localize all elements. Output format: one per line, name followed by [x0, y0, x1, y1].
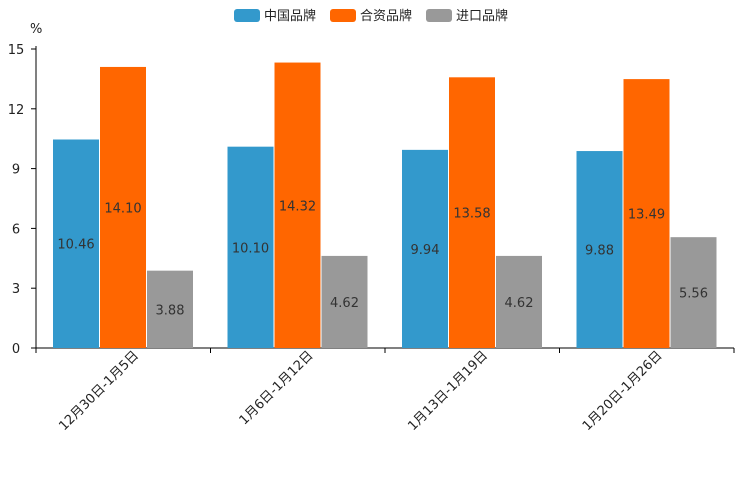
x-category-label: 12月30日-1月5日 [56, 348, 142, 434]
bar-value-label: 10.46 [57, 238, 94, 253]
bar-value-label: 14.32 [279, 199, 316, 214]
y-tick-label: 3 [12, 282, 20, 297]
y-tick-label: 0 [12, 342, 20, 357]
y-axis-label: % [30, 22, 42, 37]
bar-value-label: 4.62 [505, 296, 534, 311]
bar-value-label: 9.94 [411, 243, 440, 258]
bar [449, 77, 495, 349]
y-tick-label: 9 [12, 163, 20, 178]
bar [623, 79, 670, 348]
bar-value-label: 4.62 [330, 296, 359, 311]
bar-value-label: 13.49 [628, 208, 665, 223]
bar-value-label: 10.10 [232, 241, 269, 256]
legend-label: 中国品牌 [264, 8, 316, 24]
bar-value-label: 14.10 [104, 201, 141, 216]
bar [321, 255, 368, 348]
bar [274, 62, 321, 349]
bar [53, 139, 99, 348]
x-category-label: 1月20日-1月26日 [580, 348, 666, 434]
y-tick-label: 15 [8, 43, 25, 58]
bar [402, 149, 448, 348]
bar [227, 146, 274, 348]
bar [496, 255, 542, 348]
x-category-label: 1月6日-1月12日 [237, 348, 317, 428]
bar [670, 237, 717, 348]
y-tick-label: 12 [8, 103, 25, 118]
bar [100, 66, 146, 348]
y-tick-label: 6 [12, 222, 20, 237]
bar-value-label: 3.88 [156, 303, 185, 318]
bar [147, 270, 193, 348]
bar [576, 151, 623, 348]
legend-label: 合资品牌 [360, 8, 412, 24]
legend-swatch [234, 9, 260, 22]
legend-swatch [330, 9, 356, 22]
bar-value-label: 13.58 [453, 207, 490, 222]
bar-value-label: 9.88 [585, 244, 614, 259]
x-category-label: 1月13日-1月19日 [405, 348, 491, 434]
bar-value-label: 5.56 [679, 287, 708, 302]
legend-label: 进口品牌 [456, 8, 508, 24]
legend-swatch [426, 9, 452, 22]
